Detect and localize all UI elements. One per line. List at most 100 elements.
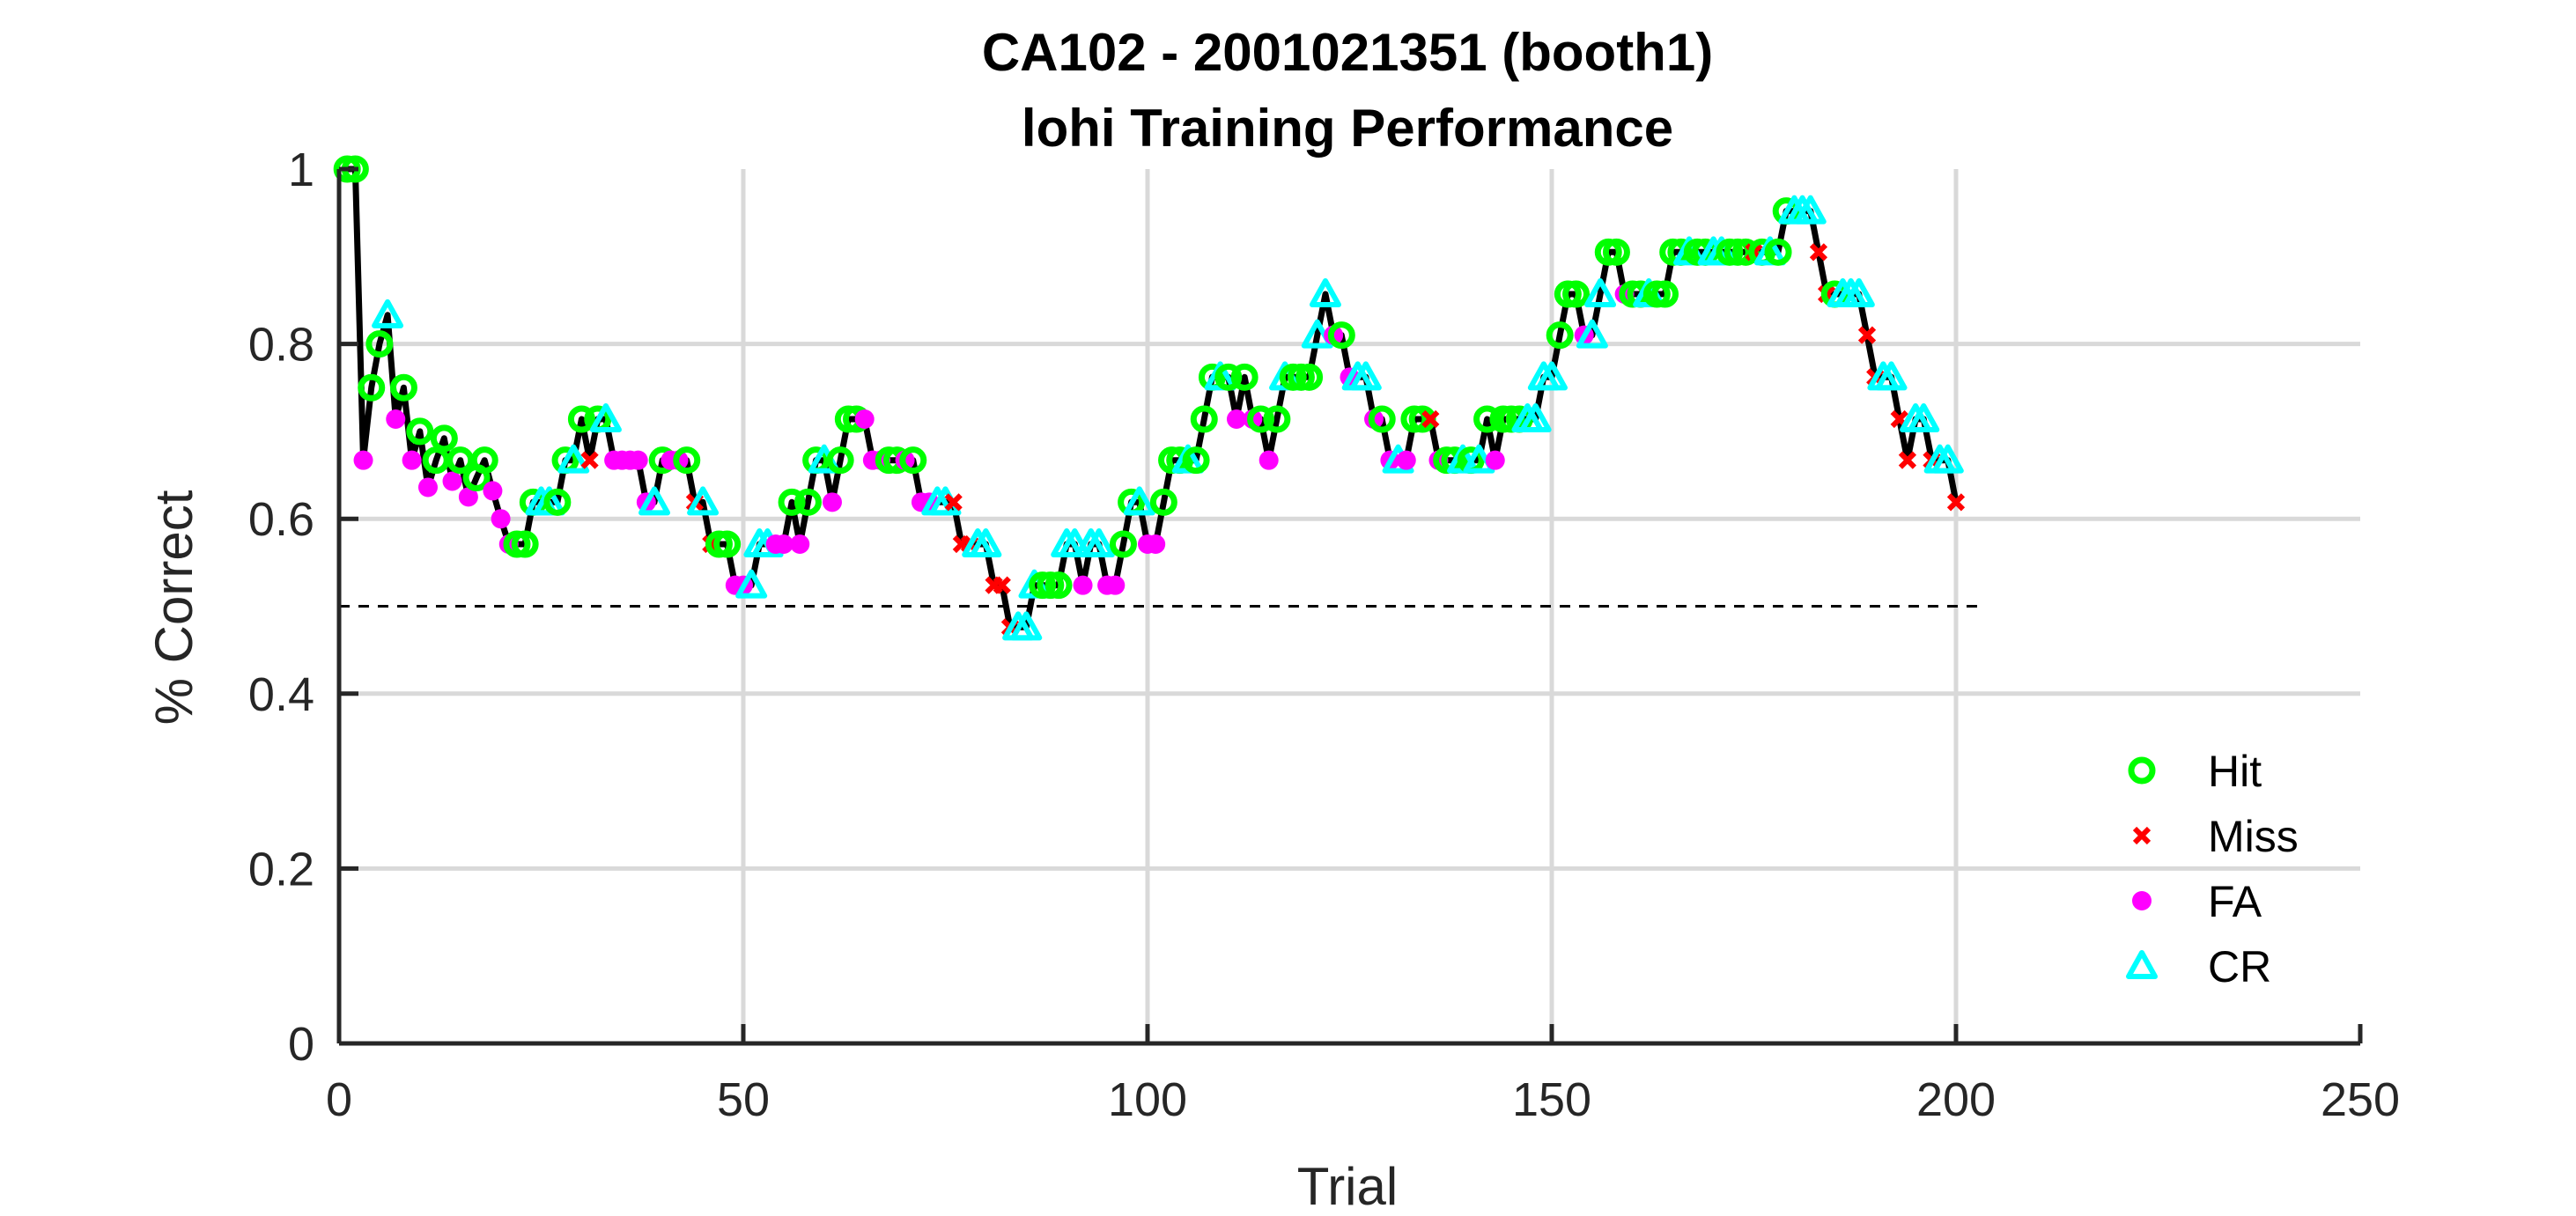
fa-marker [1146,534,1166,554]
x-tick-label: 250 [2321,1073,2400,1126]
x-tick-label: 50 [717,1073,770,1126]
y-tick-label: 0 [288,1018,314,1071]
fa-marker [1258,450,1279,470]
cr-marker [372,298,404,328]
chart-title: CA102 - 2001021351 (booth1) [982,23,1713,82]
fa-marker [628,450,648,470]
miss-marker [580,451,599,469]
x-tick-label: 100 [1108,1073,1187,1126]
fa-marker [402,450,422,470]
cr-marker [1794,195,1827,225]
hit-marker [1230,363,1258,391]
legend-cr-label: CR [2208,942,2271,991]
x-axis-label: Trial [1297,1157,1398,1216]
cr-marker [1519,402,1552,432]
hit-marker [1562,280,1591,308]
grid-lines [339,169,2360,1043]
miss-marker [944,493,963,512]
miss-marker [1946,493,1966,512]
fa-marker [854,409,875,429]
fa-marker [491,509,511,529]
hit-marker [1368,405,1396,433]
fa-marker [458,487,478,507]
y-tick-label: 0.4 [248,668,314,721]
hit-marker [1109,530,1137,558]
cr-marker [1584,277,1617,307]
hit-marker [447,446,475,475]
hit-marker [430,424,458,453]
miss-marker [1421,409,1440,429]
fa-marker [417,477,438,497]
hit-marker [1182,446,1210,475]
hit-marker [1602,238,1630,266]
fa-marker [1226,409,1246,429]
fa-marker [1105,575,1126,595]
cr-marker [1082,527,1115,557]
legend-fa-label: FA [2208,877,2262,926]
cr-marker [687,486,720,516]
hit-marker [365,330,394,358]
x-tick-label: 200 [1916,1073,1996,1126]
hit-marker [1764,238,1792,266]
hit-marker [713,530,742,558]
miss-marker [1898,451,1917,469]
cr-marker [1536,361,1568,391]
hit-marker [389,373,417,402]
legend-fa-icon [2132,891,2152,910]
hit-marker [778,488,806,516]
fa-marker [773,534,793,554]
hit-marker [1651,280,1679,308]
hit-marker [1247,405,1275,433]
hit-marker [826,446,854,475]
x-tick-label: 0 [326,1073,352,1126]
cr-marker [589,402,622,432]
hit-marker [1546,321,1574,350]
miss-marker [1809,243,1828,262]
tick-labels: 0 50 100 150 200 250 0 0.2 0.4 0.6 0.8 1 [248,144,2400,1126]
cr-marker [1349,361,1382,391]
hit-marker [1327,321,1355,350]
hit-marker [1295,363,1324,391]
hit-marker [1263,405,1291,433]
hit-marker [1149,488,1177,516]
hit-marker [543,488,572,516]
cr-marker [1123,486,1155,516]
hit-marker [406,417,434,446]
fa-marker [790,534,810,554]
cr-marker [1010,611,1043,641]
fa-marker [442,471,462,491]
x-tick-label: 150 [1512,1073,1591,1126]
y-tick-label: 0.6 [248,493,314,546]
hit-marker [793,488,822,516]
y-tick-label: 0.8 [248,319,314,372]
cr-marker [638,486,671,516]
cr-marker [1309,277,1341,307]
axes [336,166,2363,1046]
hit-marker [567,405,595,433]
legend-hit-icon [2128,756,2156,785]
hit-marker [511,530,539,558]
hit-marker [1473,405,1502,433]
cr-marker [557,444,590,474]
y-axis-label: % Correct [144,490,203,725]
hit-marker [1214,363,1243,391]
fa-marker [353,450,373,470]
cr-marker [1576,319,1608,349]
legend: Hit Miss FA CR [2126,747,2299,991]
miss-marker [1857,326,1877,344]
fa-marker [386,409,406,429]
fa-marker [1396,450,1416,470]
legend-miss-icon [2132,826,2152,845]
y-tick-label: 1 [288,144,314,196]
trial-markers [333,155,1966,641]
chart-subtitle: lohi Training Performance [1022,99,1673,158]
hit-marker [673,446,701,475]
hit-marker [358,373,386,402]
legend-miss-label: Miss [2208,812,2299,861]
cr-marker [735,569,768,599]
cr-marker [1931,444,1964,474]
hit-marker [470,446,498,475]
legend-hit-label: Hit [2208,747,2262,796]
